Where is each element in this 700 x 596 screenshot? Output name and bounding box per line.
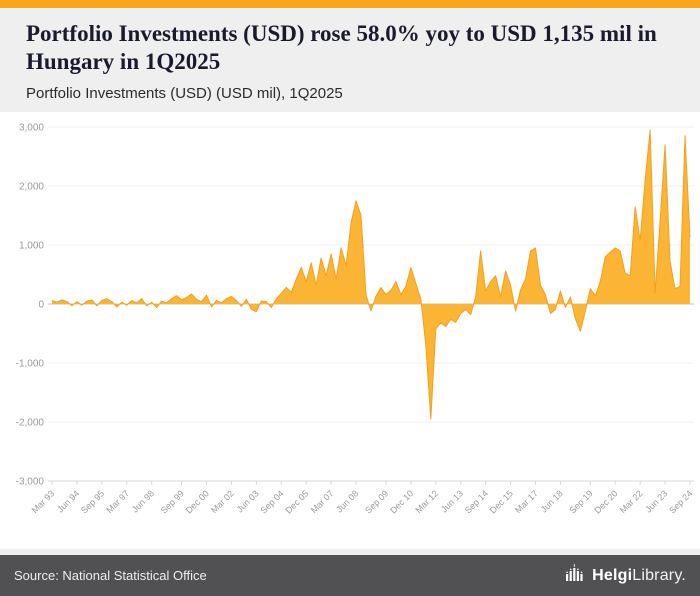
x-axis-ticks	[51, 481, 691, 486]
y-tick-label: 1,000	[19, 241, 44, 252]
x-tick-label: Mar 93	[30, 488, 57, 515]
helgi-logo-text: HelgiLibrary.	[592, 566, 686, 584]
y-tick-label: -2,000	[16, 418, 45, 429]
series-line	[51, 129, 691, 420]
x-tick-label: Dec 10	[388, 488, 415, 515]
x-tick-label: Sep 24	[667, 488, 694, 515]
x-tick-label: Mar 22	[618, 488, 645, 515]
y-tick-label: 2,000	[19, 182, 44, 193]
x-tick-label: Jun 98	[130, 488, 156, 514]
chart-panel: 3,000 2,000 1,000 0 -1,000 -2,000 -3,000 Mar 9…	[0, 112, 700, 550]
x-tick-label: Jun 18	[539, 488, 565, 514]
x-tick-label: Mar 12	[413, 488, 440, 515]
x-tick-label: Sep 95	[79, 488, 106, 515]
series-area-fill	[52, 130, 690, 420]
x-tick-label: Jun 03	[235, 488, 261, 514]
x-tick-label: Mar 02	[209, 488, 236, 515]
y-tick-label: 3,000	[19, 123, 44, 134]
x-tick-label: Dec 20	[592, 488, 619, 515]
x-tick-label: Dec 15	[488, 488, 515, 515]
x-tick-label: Dec 00	[184, 488, 211, 515]
y-tick-label: -1,000	[16, 359, 45, 370]
x-tick-label: Jun 08	[334, 488, 360, 514]
x-tick-label: Jun 23	[643, 488, 669, 514]
footer: Source: National Statistical Office Helg…	[0, 555, 700, 596]
x-tick-label: Sep 14	[463, 488, 490, 515]
header: Portfolio Investments (USD) rose 58.0% y…	[0, 8, 700, 112]
helgi-logo[interactable]: HelgiLibrary.	[564, 563, 686, 588]
y-axis-labels: 3,000 2,000 1,000 0 -1,000 -2,000 -3,000	[16, 123, 45, 488]
x-tick-label: Sep 99	[159, 488, 186, 515]
x-tick-label: Dec 05	[283, 488, 310, 515]
x-tick-label: Mar 97	[104, 488, 131, 515]
chart-subtitle: Portfolio Investments (USD) (USD mil), 1…	[26, 85, 343, 103]
x-tick-label: Jun 94	[55, 488, 81, 514]
x-tick-label: Sep 19	[567, 488, 594, 515]
helgi-logo-icon	[564, 563, 586, 588]
chart-title: Portfolio Investments (USD) rose 58.0% y…	[26, 21, 657, 75]
x-tick-label: Mar 17	[513, 488, 540, 515]
accent-topbar	[0, 0, 700, 8]
source-text: Source: National Statistical Office	[14, 568, 207, 583]
area-chart: 3,000 2,000 1,000 0 -1,000 -2,000 -3,000 Mar 9…	[16, 123, 695, 516]
x-tick-label: Mar 07	[309, 488, 336, 515]
x-tick-label: Sep 04	[258, 488, 285, 515]
x-tick-label: Sep 09	[363, 488, 390, 515]
x-tick-label: Jun 13	[439, 488, 465, 514]
y-tick-label: -3,000	[16, 477, 45, 488]
y-tick-label: 0	[38, 300, 44, 311]
